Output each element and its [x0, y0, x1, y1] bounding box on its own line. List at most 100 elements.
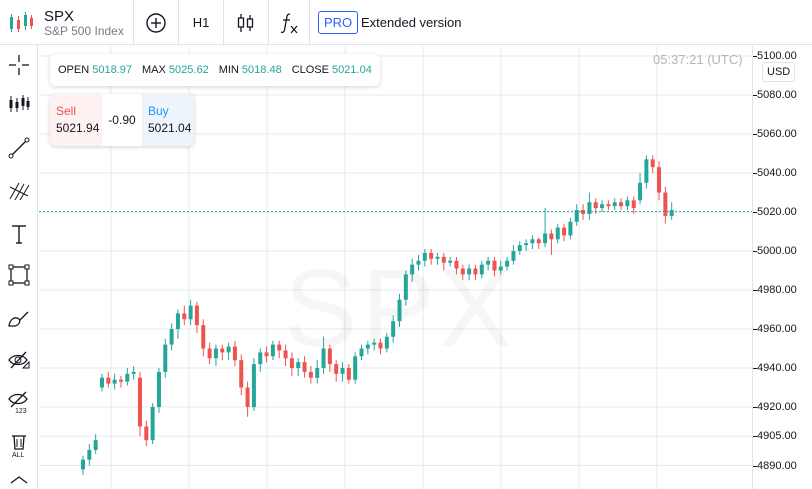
candle-body — [201, 325, 206, 349]
candles-tool-icon — [9, 95, 30, 112]
top-toolbar: SPX S&P 500 Index H1 PRO Extended versio… — [0, 0, 812, 45]
price-tick — [753, 173, 757, 174]
sell-button[interactable]: Sell 5021.94 — [50, 94, 102, 146]
text-tool[interactable] — [0, 217, 38, 251]
candle — [93, 434, 98, 454]
price-tick — [753, 329, 757, 330]
candle-body — [125, 373, 130, 382]
drawing-toolbar: 123 ALL — [0, 45, 38, 489]
candle — [530, 235, 535, 250]
candle-body — [131, 371, 136, 374]
max-value: 5025.62 — [168, 64, 209, 76]
indicators-button[interactable] — [269, 0, 309, 45]
candle — [270, 340, 275, 361]
add-compare-button[interactable] — [134, 0, 178, 45]
candle — [505, 256, 510, 271]
candle-body — [346, 368, 351, 380]
hide-indicators-tool[interactable]: 123 — [0, 385, 38, 419]
candle — [384, 332, 389, 353]
min-label: MIN — [218, 64, 239, 76]
candle-body — [372, 342, 377, 345]
collapse-toolbar-tool[interactable] — [0, 467, 38, 489]
hide-indicators-icon: 123 — [8, 391, 28, 415]
candle-body — [144, 426, 149, 441]
brush-tool[interactable] — [0, 302, 38, 336]
crosshair-tool[interactable] — [0, 48, 38, 82]
candle-body — [562, 227, 567, 236]
candle-body — [169, 329, 174, 345]
candle-body — [137, 377, 142, 427]
candle — [340, 362, 345, 382]
candle-body — [277, 344, 282, 351]
candle — [606, 200, 611, 211]
price-label: 5080.00 — [757, 89, 797, 101]
candle — [118, 375, 123, 388]
candles-tool[interactable] — [0, 87, 38, 121]
candle-body — [600, 204, 605, 209]
trend-line-tool[interactable] — [0, 131, 38, 165]
candle-body — [593, 202, 598, 209]
candle — [587, 192, 592, 220]
candle-body — [435, 256, 440, 259]
candle — [144, 420, 149, 446]
candle — [220, 344, 225, 361]
candle-body — [232, 346, 237, 361]
toolbar-divider — [223, 0, 224, 45]
close-label: CLOSE — [291, 64, 329, 76]
candle — [473, 264, 478, 281]
candle — [435, 252, 440, 265]
candle-body — [321, 348, 326, 368]
buy-button[interactable]: Buy 5021.04 — [142, 94, 194, 146]
candle-body — [258, 352, 263, 365]
candle-body — [359, 348, 364, 357]
toolbar-divider — [133, 0, 134, 45]
trend-line-icon — [8, 137, 30, 159]
candle — [486, 256, 491, 271]
indicators-fx-icon — [280, 12, 298, 33]
candle-body — [612, 202, 617, 207]
price-scale[interactable]: 5100.00 5080.00 5060.00 5040.00 5020.00 5000.… — [752, 46, 812, 489]
candle-body — [536, 239, 541, 244]
candle-body — [505, 260, 510, 267]
candle-body — [441, 256, 446, 263]
symbol-ticker[interactable]: SPX — [44, 8, 75, 25]
candle-body — [606, 204, 611, 207]
candle-body — [378, 342, 383, 349]
rectangle-tool[interactable] — [0, 258, 38, 292]
interval-button[interactable]: H1 — [179, 0, 223, 45]
candle — [549, 229, 554, 255]
candle — [631, 196, 636, 214]
min-value: 5018.48 — [241, 64, 282, 76]
pro-badge[interactable]: PRO — [318, 11, 359, 34]
hide-drawings-tool[interactable] — [0, 343, 38, 377]
price-tick — [753, 368, 757, 369]
candle-body — [467, 268, 472, 275]
candle — [403, 270, 408, 306]
candle-body — [150, 407, 155, 441]
candle-body — [403, 274, 408, 300]
price-label: 5020.00 — [757, 206, 797, 218]
candle-body — [486, 260, 491, 265]
candle-body — [517, 245, 522, 251]
hide-drawings-icon — [8, 351, 30, 369]
candle-body — [106, 377, 111, 384]
remove-all-tool[interactable]: ALL — [0, 428, 38, 462]
price-tick — [753, 465, 757, 467]
candle-body — [270, 344, 275, 357]
candles-logo-icon[interactable] — [8, 9, 34, 35]
candle — [137, 371, 142, 437]
candle — [498, 260, 503, 275]
chart-type-button[interactable] — [224, 0, 268, 45]
currency-button[interactable]: USD — [762, 62, 796, 82]
candle — [302, 356, 307, 378]
extended-version-link[interactable]: Extended version — [361, 15, 462, 30]
candle-body — [283, 350, 288, 359]
candle-body — [264, 352, 269, 357]
candle — [315, 360, 320, 384]
candle-body — [87, 449, 92, 460]
candle-body — [99, 377, 104, 388]
candle — [574, 204, 579, 226]
fib-tool-icon — [9, 182, 30, 201]
price-label: 5060.00 — [757, 128, 797, 140]
fib-tool[interactable] — [0, 174, 38, 208]
